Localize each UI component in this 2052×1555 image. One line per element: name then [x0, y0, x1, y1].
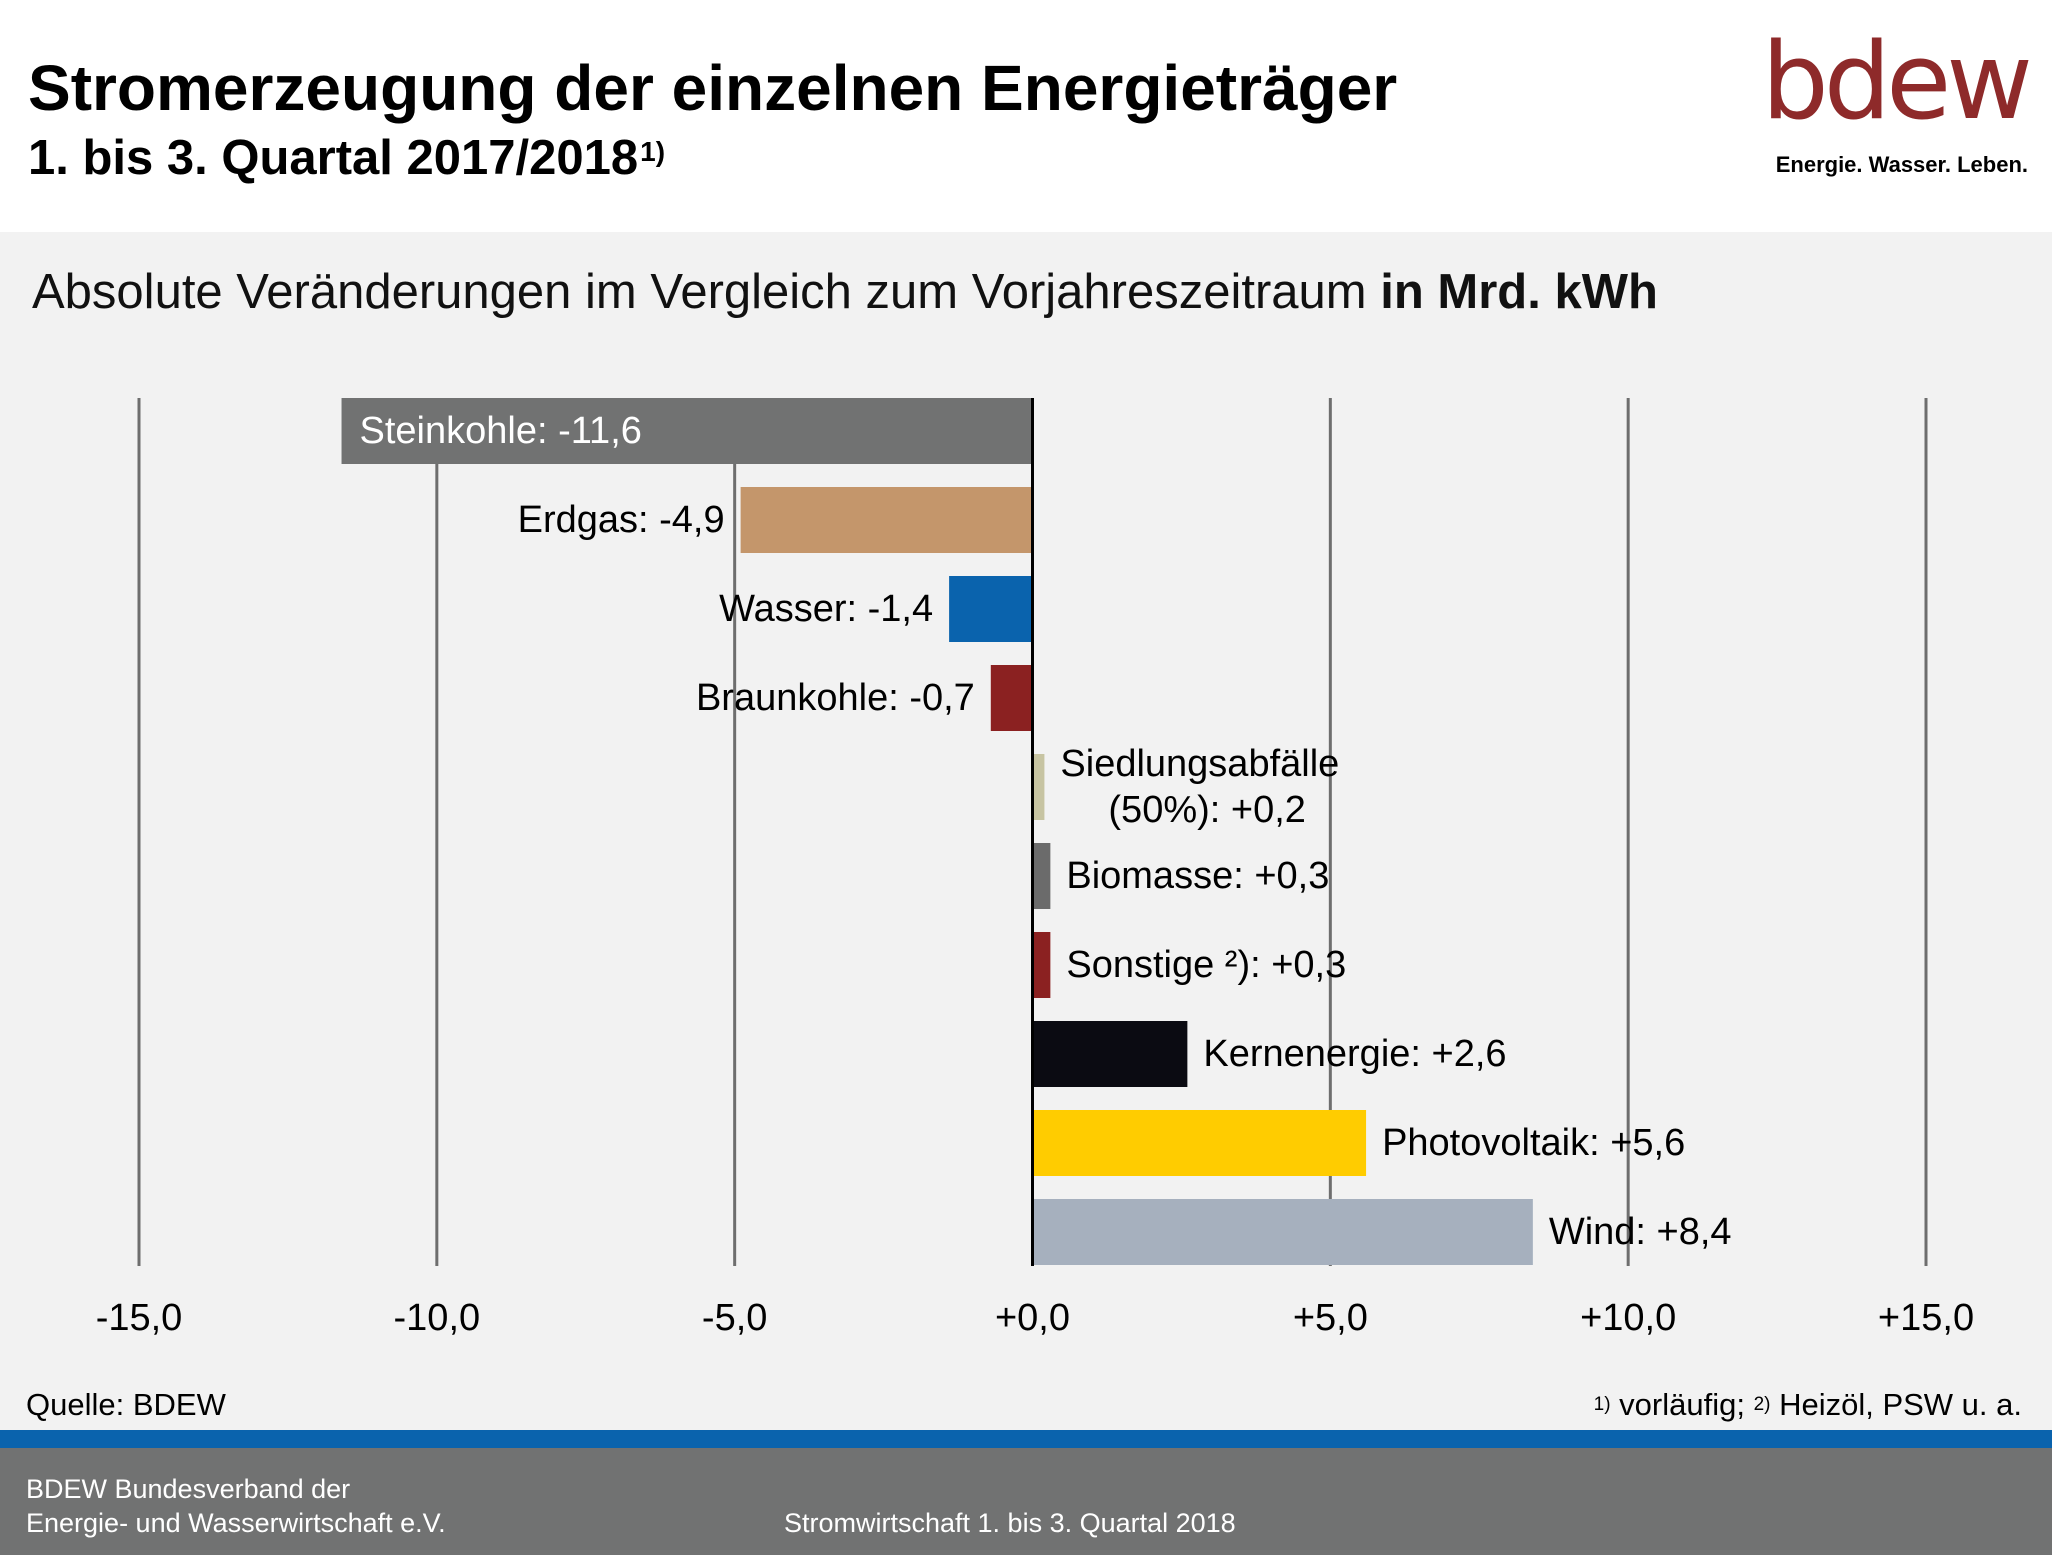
subtitle-footnote-mark: 1): [640, 136, 666, 167]
bdew-logo: bdew Energie. Wasser. Leben.: [1762, 22, 2033, 180]
page-title: Stromerzeugung der einzelnen Energieträg…: [28, 52, 1398, 124]
footnote-mark-1: 1): [1593, 1394, 1611, 1415]
footnote-text-2: Heizöl, PSW u. a.: [1770, 1387, 2022, 1422]
subtitle-text: 1. bis 3. Quartal 2017/2018: [28, 131, 639, 185]
chart-heading: Absolute Veränderungen im Vergleich zum …: [32, 262, 1658, 322]
header: Stromerzeugung der einzelnen Energieträg…: [0, 0, 2052, 232]
page-subtitle: 1. bis 3. Quartal 2017/20181): [28, 128, 665, 188]
x-tick-label: +15,0: [1878, 1297, 1974, 1339]
bar-label: Siedlungsabfälle: [1060, 743, 1339, 785]
bar: [1032, 932, 1051, 998]
bar-label: Biomasse: +0,3: [1066, 855, 1329, 897]
footer-stripe: [0, 1430, 2052, 1448]
bar-label: Erdgas: -4,9: [518, 499, 725, 541]
bar-label: Braunkohle: -0,7: [696, 677, 975, 719]
x-tick-label: +10,0: [1580, 1297, 1676, 1339]
footer-org-line-2: Energie- und Wasserwirtschaft e.V.: [26, 1508, 446, 1538]
bar: [949, 576, 1033, 642]
chart-heading-unit: in Mrd. kWh: [1380, 265, 1658, 319]
bar-label: Kernenergie: +2,6: [1203, 1033, 1506, 1075]
bar: [1032, 1110, 1367, 1176]
bar-label: Photovoltaik: +5,6: [1382, 1122, 1685, 1164]
x-tick-label: +5,0: [1293, 1297, 1368, 1339]
bar-label: Wasser: -1,4: [719, 588, 933, 630]
footer-organization: BDEW Bundesverband der Energie- und Wass…: [26, 1472, 446, 1540]
x-tick-label: -5,0: [702, 1297, 767, 1339]
bar: [1032, 1199, 1533, 1265]
logo-tagline: Energie. Wasser. Leben.: [1775, 152, 2028, 177]
bar-label: (50%): +0,2: [1108, 789, 1306, 831]
bar-chart: Steinkohle: -11,6 Erdgas: -4,9 Wasser: -1,…: [96, 398, 1974, 1339]
logo-wordmark: bdew: [1761, 20, 2033, 143]
x-tick-label: -10,0: [394, 1297, 481, 1339]
bar-label: Sonstige ²): +0,3: [1066, 944, 1346, 986]
chart-heading-text: Absolute Veränderungen im Vergleich zum …: [32, 265, 1381, 319]
bar-label: Wind: +8,4: [1549, 1211, 1732, 1253]
footer-org-line-1: BDEW Bundesverband der: [26, 1474, 351, 1504]
bar: [341, 398, 1033, 464]
footnote-text-1: vorläufig;: [1610, 1387, 1754, 1422]
bar: [990, 665, 1033, 731]
footnotes: 1) vorläufig; 2) Heizöl, PSW u. a.: [1594, 1386, 2022, 1424]
x-tick-label: +0,0: [995, 1297, 1070, 1339]
bar: [1032, 754, 1045, 820]
footer: BDEW Bundesverband der Energie- und Wass…: [0, 1448, 2052, 1555]
bar: [1032, 1021, 1188, 1087]
x-tick-label: -15,0: [96, 1297, 183, 1339]
bar-label: Steinkohle: -11,6: [360, 410, 642, 452]
bar: [740, 487, 1033, 553]
source-note: Quelle: BDEW: [26, 1387, 226, 1422]
footnote-mark-2: 2): [1753, 1394, 1771, 1415]
bar: [1032, 843, 1051, 909]
footer-publication: Stromwirtschaft 1. bis 3. Quartal 2018: [784, 1508, 1236, 1538]
